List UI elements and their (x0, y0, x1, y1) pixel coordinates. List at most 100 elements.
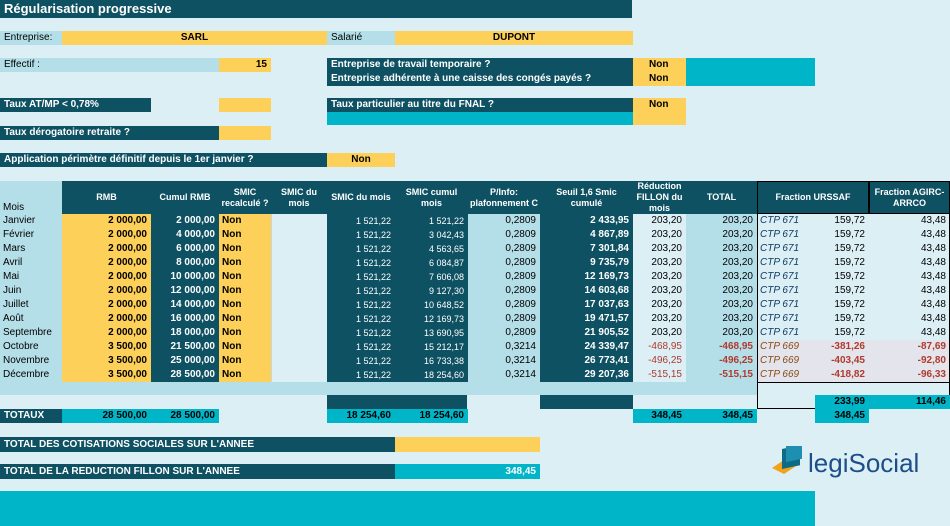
cell-cumul: 21 500,00 (151, 340, 219, 354)
cell-smic-cumul: 16 733,38 (395, 354, 468, 368)
cell-total: 203,20 (686, 270, 757, 284)
cell-ctp: CTP 671 (757, 256, 815, 270)
logo-text-legi: legi (808, 448, 849, 478)
cell-recalc[interactable]: Non (219, 312, 271, 326)
col-cumul-rmb-header: Cumul RMB (151, 181, 219, 214)
fillon-value: 348,45 (395, 464, 540, 479)
cell-reduc: -468,95 (633, 340, 686, 354)
cell-recalc[interactable]: Non (219, 354, 271, 368)
cell-rmb[interactable]: 2 000,00 (62, 312, 151, 326)
cell-reduc: 203,20 (633, 270, 686, 284)
cell-cumul: 14 000,00 (151, 298, 219, 312)
cell-recalc[interactable]: Non (219, 284, 271, 298)
cell-total: -468,95 (686, 340, 757, 354)
taux-derog-field[interactable] (219, 126, 271, 140)
cell-total: -496,25 (686, 354, 757, 368)
travail-temp-field[interactable]: Non (633, 58, 686, 72)
cell-recalc[interactable]: Non (219, 256, 271, 270)
cell-smic-cumul: 12 169,73 (395, 312, 468, 326)
cell-urssaf: 159,72 (815, 326, 869, 340)
cell-rmb[interactable]: 3 500,00 (62, 354, 151, 368)
cell-smic-cumul: 7 606,08 (395, 270, 468, 284)
cell-reduc: 203,20 (633, 228, 686, 242)
col-plaf-header: P/Info: plafonnement C (468, 181, 540, 214)
cell-rmb[interactable]: 2 000,00 (62, 214, 151, 228)
effectif-field[interactable]: 15 (219, 58, 271, 72)
cell-rmb[interactable]: 2 000,00 (62, 256, 151, 270)
cell-rmb[interactable]: 2 000,00 (62, 284, 151, 298)
frac-urssaf-total: 233,99 (815, 395, 869, 409)
perimetre-field[interactable]: Non (327, 153, 395, 167)
perimetre-label: Application périmètre définitif depuis l… (0, 153, 327, 167)
cell-plaf: 0,2809 (468, 298, 540, 312)
cell-total: 203,20 (686, 312, 757, 326)
cell-agirc: 43,48 (869, 270, 950, 284)
cell-rmb[interactable]: 3 500,00 (62, 368, 151, 382)
cell-recalc[interactable]: Non (219, 368, 271, 382)
cell-reduc: 203,20 (633, 242, 686, 256)
taux-atmp-field[interactable] (219, 98, 271, 112)
cell-urssaf: -418,82 (815, 368, 869, 382)
cell-mois: Novembre (0, 354, 62, 368)
totaux-cumul: 28 500,00 (151, 409, 219, 423)
cell-urssaf: -381,26 (815, 340, 869, 354)
cell-agirc: -87,69 (869, 340, 950, 354)
cell-agirc: 43,48 (869, 242, 950, 256)
cell-urssaf: 159,72 (815, 298, 869, 312)
logo-text-social: Social (848, 448, 920, 478)
cell-agirc: -92,80 (869, 354, 950, 368)
cell-rmb[interactable]: 2 000,00 (62, 326, 151, 340)
cell-smic-mois-blank (271, 368, 327, 382)
cell-recalc[interactable]: Non (219, 326, 271, 340)
cell-rmb[interactable]: 2 000,00 (62, 228, 151, 242)
cell-plaf: 0,2809 (468, 312, 540, 326)
cell-plaf: 0,2809 (468, 326, 540, 340)
cell-rmb[interactable]: 2 000,00 (62, 242, 151, 256)
cell-recalc[interactable]: Non (219, 214, 271, 228)
totaux-label: TOTAUX (0, 409, 62, 423)
cell-plaf: 0,2809 (468, 270, 540, 284)
cell-rmb[interactable]: 2 000,00 (62, 298, 151, 312)
frac-agirc-total: 114,46 (869, 395, 950, 409)
cell-rmb[interactable]: 3 500,00 (62, 340, 151, 354)
cell-smic: 1 521,22 (327, 214, 395, 228)
entreprise-field[interactable]: SARL (62, 31, 327, 45)
fnal-label: Taux particulier au titre du FNAL ? (327, 98, 633, 112)
table-row: Novembre 3 500,00 25 000,00 Non 1 521,22 16 7… (0, 354, 950, 368)
cell-smic-mois-blank (271, 326, 327, 340)
cell-recalc[interactable]: Non (219, 228, 271, 242)
cell-seuil: 4 867,89 (540, 228, 633, 242)
cell-cumul: 10 000,00 (151, 270, 219, 284)
cell-rmb[interactable]: 2 000,00 (62, 270, 151, 284)
cell-total: 203,20 (686, 326, 757, 340)
cell-total: 203,20 (686, 242, 757, 256)
fnal-field[interactable]: Non (633, 98, 686, 125)
cell-agirc: 43,48 (869, 214, 950, 228)
cell-agirc: 43,48 (869, 256, 950, 270)
cell-ctp: CTP 669 (757, 354, 815, 368)
cell-smic-cumul: 18 254,60 (395, 368, 468, 382)
col-smic-mois2-header: SMIC du mois (327, 181, 395, 214)
totaux-smic: 18 254,60 (327, 409, 395, 423)
cell-agirc: 43,48 (869, 228, 950, 242)
cell-recalc[interactable]: Non (219, 298, 271, 312)
totaux-smic-cumul: 18 254,60 (395, 409, 468, 423)
cell-recalc[interactable]: Non (219, 270, 271, 284)
cell-smic: 1 521,22 (327, 242, 395, 256)
cell-plaf: 0,2809 (468, 256, 540, 270)
cell-mois: Octobre (0, 340, 62, 354)
cell-seuil: 14 603,68 (540, 284, 633, 298)
cell-mois: Février (0, 228, 62, 242)
cell-recalc[interactable]: Non (219, 242, 271, 256)
totaux-total: 348,45 (686, 409, 757, 423)
cell-smic-cumul: 15 212,17 (395, 340, 468, 354)
cell-seuil: 2 433,95 (540, 214, 633, 228)
table-row: Août 2 000,00 16 000,00 Non 1 521,22 12 169,7… (0, 312, 950, 326)
cell-smic: 1 521,22 (327, 284, 395, 298)
cell-smic-mois-blank (271, 214, 327, 228)
conges-field[interactable]: Non (633, 72, 686, 86)
cell-recalc[interactable]: Non (219, 340, 271, 354)
cell-urssaf: 159,72 (815, 256, 869, 270)
salarie-field[interactable]: DUPONT (395, 31, 633, 45)
salarie-label: Salarié (327, 31, 395, 45)
